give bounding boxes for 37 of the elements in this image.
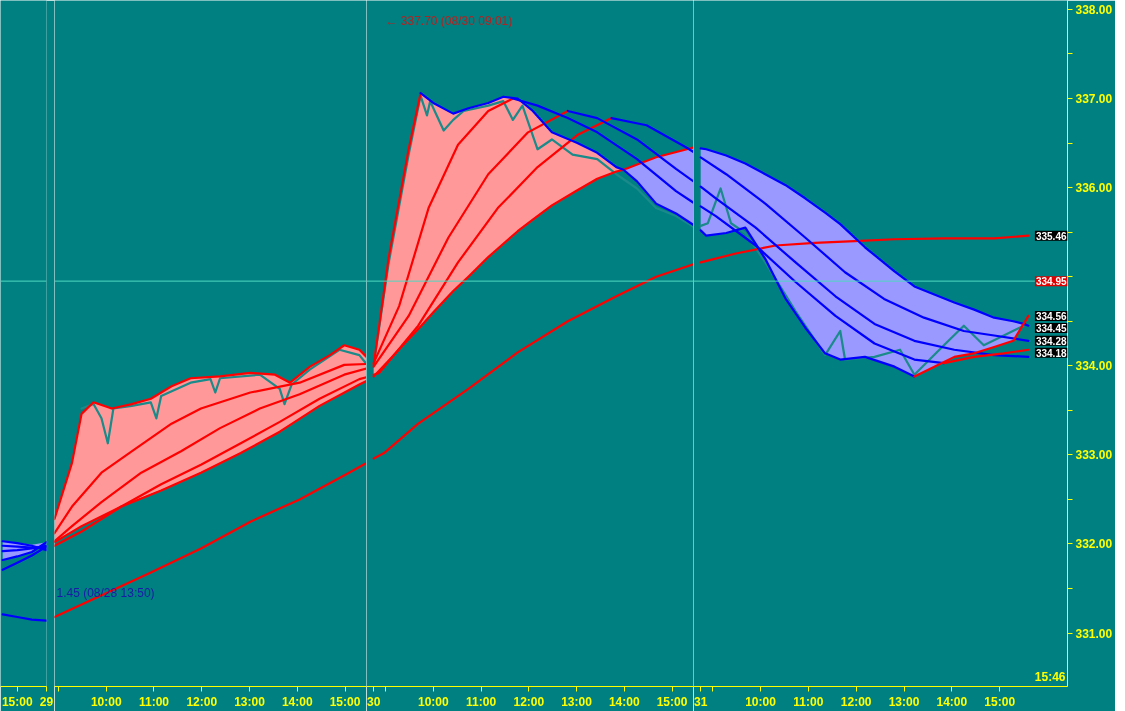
x-tick-label: 14:00 [936, 694, 968, 709]
y-tick-label: 338.00 [1075, 2, 1113, 17]
x-tick-label: 10:00 [90, 694, 122, 709]
y-tick-label: 337.00 [1075, 92, 1113, 106]
x-tick-label: 13:00 [561, 694, 593, 709]
x-tick-label: 10:00 [417, 694, 449, 709]
annotation: ← 337.70 (08/30 09:01) [385, 13, 513, 28]
x-tick-label: 29 [39, 694, 54, 709]
y-tick-label: 333.00 [1075, 448, 1113, 463]
x-tick-label: 12:00 [513, 694, 545, 709]
x-tick-label: 12:00 [840, 694, 872, 709]
data-label: 334.28 [1035, 335, 1067, 347]
x-tick-label: 31 [694, 694, 708, 709]
y-tick-label: 336.00 [1075, 181, 1113, 196]
x-tick-label: 14:00 [608, 694, 640, 709]
x-tick-label: 11:00 [466, 694, 497, 709]
ref-line-label: 334.95 [1035, 276, 1067, 288]
y-tick-label: 334.00 [1075, 359, 1113, 374]
data-label: 334.18 [1035, 347, 1067, 359]
x-tick-label: 12:00 [186, 694, 218, 709]
y-tick-label: 331.00 [1075, 626, 1113, 641]
x-tick-label: 13:00 [234, 694, 266, 709]
x-tick-label: 10:00 [745, 694, 777, 709]
data-label: 335.46 [1035, 230, 1067, 242]
x-tick-label: 14:00 [281, 694, 313, 709]
y-tick-label: 332.00 [1075, 537, 1113, 552]
x-tick-label: 15:00 [329, 694, 361, 709]
annotation: 15:46 [1034, 669, 1066, 684]
x-tick-label: 15:00 [656, 694, 688, 709]
x-tick-label: 30 [366, 694, 381, 709]
x-tick-label: 13:00 [888, 694, 920, 709]
x-tick-label: 15:00 [1, 694, 33, 709]
x-tick-label: 11:00 [793, 694, 824, 709]
x-tick-label: 15:00 [984, 694, 1016, 709]
data-label: 334.56 [1035, 310, 1067, 322]
data-label: 334.45 [1035, 322, 1067, 334]
x-tick-label: 11:00 [138, 694, 170, 709]
